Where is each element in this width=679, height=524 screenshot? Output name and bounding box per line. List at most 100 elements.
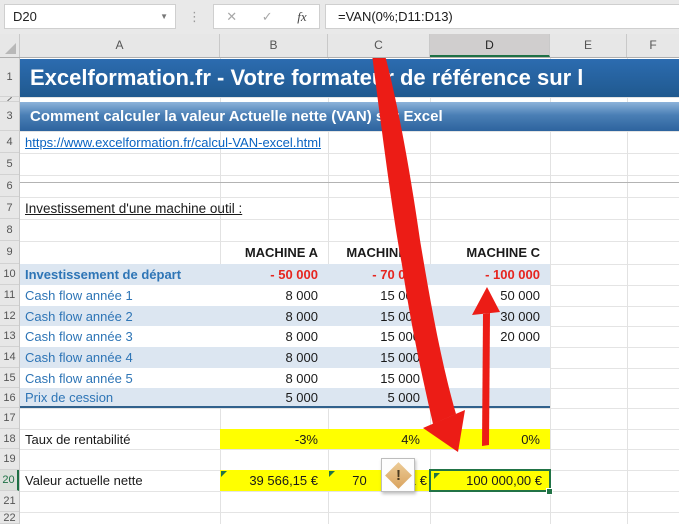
section-title-cell: Investissement d'une machine outil : — [25, 197, 242, 219]
row-header-15[interactable]: 15 — [0, 368, 19, 388]
cell-value — [430, 388, 550, 406]
row-header-strip: 12345678910111213141516171819202122 — [0, 34, 20, 524]
section-divider-line — [20, 182, 679, 183]
table-row[interactable]: Cash flow année 4 8 000 15 000 — [20, 347, 550, 368]
table-row[interactable]: Cash flow année 2 8 000 15 000 30 000 — [20, 306, 550, 326]
table-row[interactable]: Cash flow année 5 8 000 15 000 — [20, 368, 550, 388]
row-label: Cash flow année 1 — [25, 288, 133, 303]
selected-cell-d20[interactable] — [429, 469, 551, 492]
formula-text: =VAN(0%;D11:D13) — [338, 9, 453, 24]
cell-value: 15 000 — [380, 288, 420, 303]
subtitle-text: Comment calculer la valeur Actuelle nett… — [30, 108, 443, 125]
row-header-7[interactable]: 7 — [0, 197, 19, 219]
cell-value: 30 000 — [500, 308, 540, 324]
name-box[interactable]: D20 ▼ — [4, 4, 176, 29]
table-header-machine-a: MACHINE A — [244, 245, 318, 260]
cell-value: 8 000 — [285, 308, 318, 324]
row-header-13[interactable]: 13 — [0, 326, 19, 347]
gridline — [20, 408, 679, 409]
main-title-text: Excelformation.fr - Votre formateur de r… — [30, 65, 584, 90]
cell-value: - 100 000 — [485, 267, 540, 282]
formula-bar: D20 ▼ ⋮ ✕ ✓ fx =VAN(0%;D11:D13) — [0, 0, 679, 34]
formula-input[interactable]: =VAN(0%;D11:D13) — [325, 4, 679, 29]
row-header-10[interactable]: 10 — [0, 264, 19, 285]
row-header-6[interactable]: 6 — [0, 175, 19, 197]
row-header-22[interactable]: 22 — [0, 512, 19, 524]
cell-value: 8 000 — [285, 329, 318, 344]
row-header-19[interactable]: 19 — [0, 449, 19, 470]
cell-value: 8 000 — [285, 288, 318, 303]
error-indicator-icon — [221, 471, 227, 477]
column-header-e[interactable]: E — [550, 34, 627, 57]
rate-row-label: Taux de rentabilité — [25, 432, 131, 447]
gridline — [550, 58, 551, 524]
table-header-row: MACHINE A MACHINE B MACHINE C — [220, 241, 550, 266]
subtitle-banner: Comment calculer la valeur Actuelle nett… — [20, 102, 679, 131]
cell-value: 8 000 — [285, 350, 318, 365]
worksheet-grid[interactable]: Excelformation.fr - Votre formateur de r… — [0, 58, 679, 524]
table-row[interactable]: Prix de cession 5 000 5 000 — [20, 388, 550, 406]
row-header-17[interactable]: 17 — [0, 408, 19, 429]
table-row[interactable]: Investissement de départ - 50 000 - 70 0… — [20, 264, 550, 285]
cell-value: 15 000 — [380, 329, 420, 344]
gridline — [20, 197, 679, 198]
row-header-16[interactable]: 16 — [0, 388, 19, 408]
enter-icon[interactable]: ✓ — [261, 8, 273, 24]
formula-bar-resize-handle[interactable]: ⋮ — [188, 8, 201, 24]
row-header-8[interactable]: 8 — [0, 219, 19, 241]
cell-value — [430, 347, 550, 368]
row-header-3[interactable]: 3 — [0, 102, 19, 131]
row-label: Prix de cession — [25, 389, 114, 405]
row-label: Cash flow année 3 — [25, 329, 133, 344]
row-header-2[interactable]: 2 — [0, 97, 19, 102]
cell-value: 5 000 — [285, 389, 318, 405]
column-header-d[interactable]: D — [430, 34, 550, 57]
row-header-20[interactable]: 20 — [0, 470, 19, 491]
cell-value: 15 000 — [380, 370, 420, 386]
rate-row-cells[interactable]: -3% 4% 0% — [220, 429, 550, 449]
gridline — [20, 219, 679, 220]
tutorial-link[interactable]: https://www.excelformation.fr/calcul-VAN… — [25, 134, 321, 150]
row-header-5[interactable]: 5 — [0, 153, 19, 175]
rate-machine-a: -3% — [294, 431, 318, 447]
row-header-1[interactable]: 1 — [0, 58, 19, 97]
gridline — [20, 97, 679, 98]
column-header-c[interactable]: C — [328, 34, 430, 57]
van-machine-c: 100 000,00 € — [466, 473, 542, 488]
hyperlink-cell: https://www.excelformation.fr/calcul-VAN… — [25, 131, 321, 153]
error-indicator-icon — [329, 471, 335, 477]
row-label: Cash flow année 4 — [25, 350, 133, 365]
cell-value: 15 000 — [380, 308, 420, 324]
cancel-icon[interactable]: ✕ — [226, 8, 238, 24]
row-header-14[interactable]: 14 — [0, 347, 19, 368]
column-header-f[interactable]: F — [627, 34, 679, 57]
van-machine-a: 39 566,15 € — [249, 473, 318, 488]
gridline — [20, 131, 679, 132]
van-row-label: Valeur actuelle nette — [25, 473, 143, 488]
row-header-21[interactable]: 21 — [0, 491, 19, 512]
cell-value: - 70 000 — [372, 267, 420, 282]
table-background — [20, 264, 550, 408]
column-header-b[interactable]: B — [220, 34, 328, 57]
gridline — [20, 175, 679, 176]
select-all-corner[interactable] — [0, 34, 20, 57]
row-header-11[interactable]: 11 — [0, 285, 19, 306]
row-header-18[interactable]: 18 — [0, 429, 19, 449]
name-box-value: D20 — [13, 9, 37, 24]
table-row[interactable]: Cash flow année 1 8 000 15 000 50 000 — [20, 285, 550, 306]
insert-function-icon[interactable]: fx — [297, 8, 307, 24]
name-box-dropdown-icon[interactable]: ▼ — [160, 12, 168, 21]
cell-value: 50 000 — [500, 288, 540, 303]
gridline — [20, 512, 679, 513]
formula-bar-buttons: ✕ ✓ fx — [213, 4, 320, 29]
table-bottom-border — [20, 406, 550, 408]
row-header-4[interactable]: 4 — [0, 131, 19, 153]
fill-handle[interactable] — [546, 488, 553, 495]
row-header-12[interactable]: 12 — [0, 306, 19, 326]
column-header-a[interactable]: A — [20, 34, 220, 57]
error-checking-button[interactable]: ! — [381, 458, 415, 492]
row-header-9[interactable]: 9 — [0, 241, 19, 264]
table-row[interactable]: Cash flow année 3 8 000 15 000 20 000 — [20, 326, 550, 347]
row-label: Cash flow année 5 — [25, 370, 133, 386]
